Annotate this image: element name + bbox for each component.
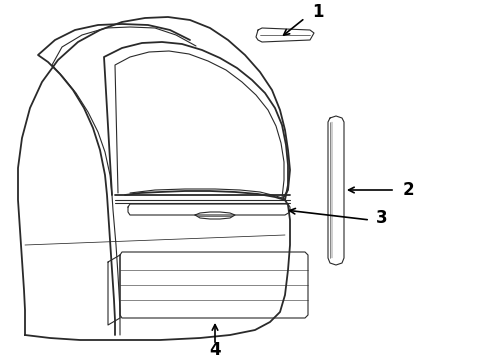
Text: 2: 2 (402, 181, 414, 199)
Text: 1: 1 (312, 3, 324, 21)
Text: 4: 4 (209, 341, 221, 359)
Text: 3: 3 (376, 209, 388, 227)
